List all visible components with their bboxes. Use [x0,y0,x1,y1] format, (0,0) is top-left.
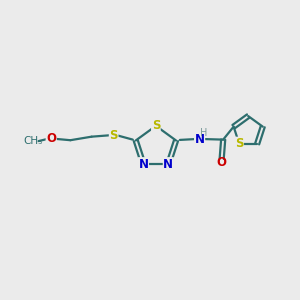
Text: N: N [195,133,205,146]
Text: S: S [110,129,118,142]
Text: O: O [217,156,227,169]
Text: N: N [138,158,148,171]
Text: O: O [46,132,56,145]
Text: H: H [200,128,208,138]
Text: CH₃: CH₃ [23,136,42,146]
Text: N: N [163,158,173,171]
Text: S: S [152,119,160,132]
Text: S: S [235,137,243,150]
